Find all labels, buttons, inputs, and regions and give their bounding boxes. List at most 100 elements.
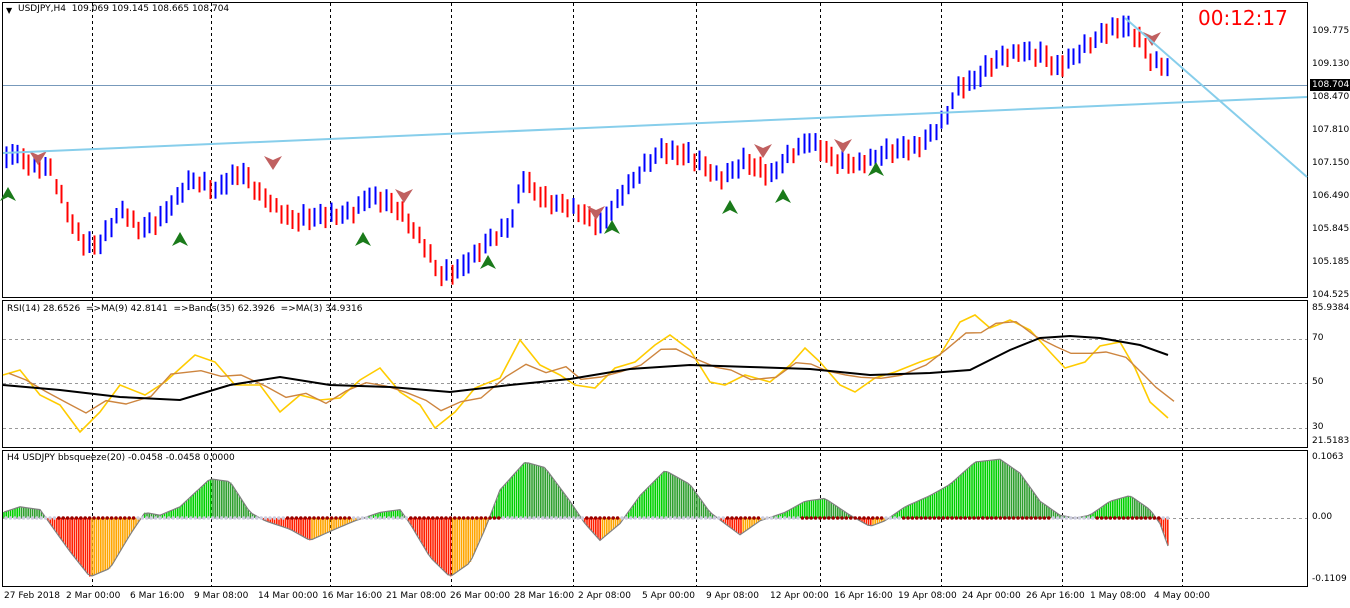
- squeeze-dot: [206, 516, 211, 520]
- squeeze-dot: [35, 516, 39, 520]
- squeeze-dot: [633, 516, 637, 520]
- squeeze-dot: [686, 516, 690, 520]
- squeeze-dot: [778, 516, 783, 520]
- squeeze-dot: [246, 516, 250, 520]
- squeeze-dot: [805, 516, 809, 520]
- squeeze-dot: [796, 516, 800, 520]
- squeeze-dot: [818, 516, 822, 520]
- rsi-band-line: [2, 334, 1169, 402]
- date-tick: 9 Mar 08:00: [194, 591, 249, 601]
- squeeze-dot: [1139, 516, 1143, 520]
- squeeze-dot: [497, 516, 501, 520]
- squeeze-dot: [105, 516, 109, 520]
- squeeze-dot: [981, 516, 985, 520]
- squeeze-dot: [1069, 516, 1073, 520]
- squeeze-dot: [950, 516, 954, 520]
- price-tick: 108.470: [1312, 92, 1350, 102]
- squeeze-dot: [439, 516, 444, 520]
- squeeze-dot: [70, 516, 74, 520]
- squeeze-dot: [844, 516, 849, 520]
- squeeze-dot: [26, 516, 30, 520]
- squeeze-dot: [1029, 516, 1033, 520]
- rsi-tick: 50: [1312, 377, 1324, 387]
- squeeze-dot: [1135, 516, 1139, 520]
- price-tick: 104.525: [1312, 290, 1350, 300]
- squeeze-dot: [224, 516, 228, 520]
- sell-arrow-icon: [587, 206, 605, 220]
- squeeze-dot: [884, 516, 888, 520]
- rsi-lines: [2, 314, 1175, 434]
- squeeze-dot: [158, 516, 162, 520]
- squeeze-dot: [184, 516, 189, 520]
- squeeze-dot: [576, 516, 580, 520]
- squeeze-dot: [400, 516, 404, 520]
- squeeze-dot: [488, 516, 492, 520]
- squeeze-tick: 0.1063: [1312, 452, 1344, 462]
- date-tick: 4 May 00:00: [1154, 591, 1210, 601]
- date-tick: 26 Apr 16:00: [1026, 591, 1085, 601]
- rsi-tick: 30: [1312, 422, 1324, 432]
- squeeze-dot: [175, 516, 180, 520]
- squeeze-dot: [615, 516, 620, 520]
- squeeze-dot: [664, 516, 668, 520]
- rsi-tick: 85.9384: [1312, 303, 1350, 313]
- squeeze-dot: [932, 516, 937, 520]
- squeeze-dot: [334, 516, 338, 520]
- squeeze-dot: [681, 516, 686, 520]
- squeeze-dot: [413, 516, 418, 520]
- squeeze-dot: [457, 516, 462, 520]
- squeeze-dot: [1091, 516, 1095, 520]
- squeeze-dot: [254, 516, 259, 520]
- squeeze-dot: [290, 516, 294, 520]
- squeeze-dot: [510, 516, 514, 520]
- squeeze-dot: [563, 516, 567, 520]
- squeeze-dot: [945, 516, 950, 520]
- squeeze-dot: [312, 516, 316, 520]
- squeeze-dot: [461, 516, 466, 520]
- date-tick: 16 Apr 16:00: [834, 591, 893, 601]
- squeeze-dot: [101, 516, 105, 520]
- date-tick: 28 Mar 16:00: [514, 591, 575, 601]
- squeeze-dot: [351, 516, 356, 520]
- squeeze-dot: [395, 516, 400, 520]
- price-tick: 105.185: [1312, 257, 1350, 267]
- squeeze-dot: [501, 516, 506, 520]
- price-bars[interactable]: [5, 15, 1169, 287]
- squeeze-dot: [1099, 516, 1104, 520]
- squeeze-dot: [382, 516, 387, 520]
- rsi-ma3: =>MA(3) 34.9316: [280, 304, 363, 314]
- squeeze-dot: [303, 516, 308, 520]
- squeeze-dot: [734, 516, 739, 520]
- chart-menu-icon[interactable]: ▼: [6, 6, 13, 15]
- squeeze-dot: [470, 516, 475, 520]
- rsi-ma9: =>MA(9) 42.8141: [85, 304, 168, 314]
- price-tick: 106.490: [1312, 191, 1350, 201]
- buy-arrow-icon: [604, 220, 620, 234]
- squeeze-dot: [1143, 516, 1148, 520]
- symbol-title: USDJPY,H4: [18, 4, 66, 14]
- squeeze-dot: [145, 516, 149, 520]
- squeeze-dot: [915, 516, 919, 520]
- squeeze-dot: [602, 516, 607, 520]
- squeeze-dot: [250, 516, 255, 520]
- squeeze-dot: [109, 516, 114, 520]
- squeeze-dot: [343, 516, 347, 520]
- squeeze-dot: [294, 516, 299, 520]
- squeeze-dot: [629, 516, 633, 520]
- squeeze-dot: [853, 516, 857, 520]
- squeeze-dot: [4, 516, 8, 520]
- squeeze-dot: [365, 516, 369, 520]
- squeeze-dot: [976, 516, 981, 520]
- squeeze-dot: [373, 516, 378, 520]
- squeeze-dot: [1025, 516, 1029, 520]
- squeeze-dot: [1047, 516, 1051, 520]
- squeeze-dot: [1073, 516, 1077, 520]
- squeeze-dot: [593, 516, 598, 520]
- trendlines[interactable]: [2, 17, 1308, 178]
- squeeze-dot: [483, 516, 488, 520]
- squeeze-dot: [268, 516, 272, 520]
- squeeze-dot: [1003, 516, 1007, 520]
- squeeze-dot: [79, 516, 83, 520]
- squeeze-dot: [849, 516, 853, 520]
